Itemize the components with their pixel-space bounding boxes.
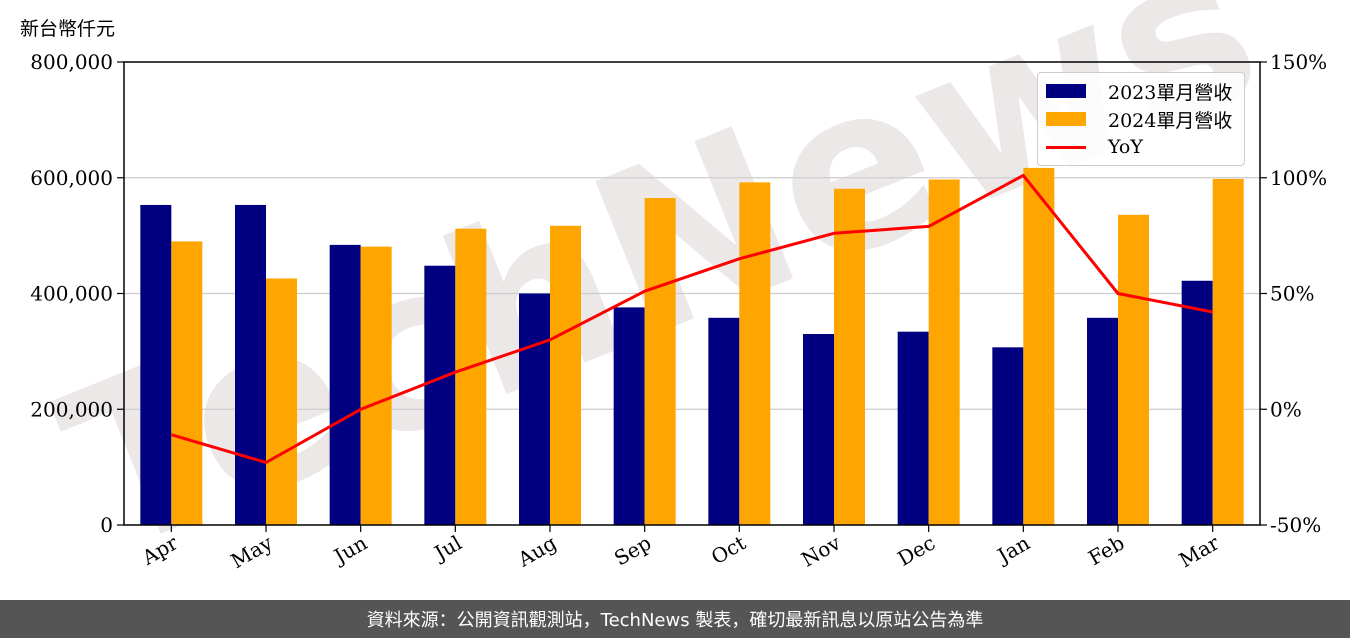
x-tick-label: Mar [1175, 530, 1224, 572]
y2-tick-label: 0% [1270, 397, 1302, 421]
y-tick-label: 800,000 [30, 50, 113, 74]
bar-2023 [1087, 317, 1118, 525]
y-axis-title: 新台幣仟元 [20, 18, 116, 40]
yoy-line [170, 173, 1213, 464]
bar-2023 [897, 331, 929, 525]
bar-2024 [1023, 167, 1055, 525]
axes [117, 61, 1267, 532]
yoy-line-layer [170, 173, 1213, 464]
bar-2023 [235, 204, 266, 526]
legend-line-yoy [1046, 145, 1086, 149]
x-tick-label: Jun [328, 530, 371, 569]
x-tick-label: Aug [513, 530, 561, 571]
y-tick-label: 200,000 [30, 397, 113, 421]
y-tick-label: 0 [100, 513, 113, 537]
bar-2023 [424, 265, 456, 525]
y-tick-label: 600,000 [30, 166, 113, 190]
bar-2023 [519, 293, 550, 525]
legend-item-yoy: YoY [1046, 135, 1143, 159]
y2-tick-label: 50% [1270, 282, 1314, 306]
bar-2024 [1212, 178, 1244, 525]
legend-label-2023: 2023單月營收 [1108, 81, 1233, 104]
bar-2024 [928, 179, 960, 525]
x-tick-label: Feb [1084, 531, 1128, 570]
bar-2023 [803, 334, 834, 525]
y2-tick-label: 150% [1270, 50, 1327, 74]
x-tick-label: Jul [428, 531, 465, 566]
bar-2024 [1118, 214, 1149, 526]
x-tick-label: Nov [797, 530, 845, 572]
y2-tick-label: -50% [1270, 513, 1321, 537]
legend-label-2024: 2024單月營收 [1108, 109, 1233, 132]
bar-2024 [360, 246, 392, 525]
bar-2024 [834, 188, 865, 525]
bar-2023 [992, 347, 1024, 525]
bar-2023 [708, 317, 740, 525]
legend-swatch-2023 [1046, 84, 1086, 98]
source-text: 資料來源：公開資訊觀測站，TechNews 製表，確切最新訊息以原站公告為準 [366, 610, 984, 631]
bar-2024 [550, 225, 581, 525]
legend: 2023單月營收 2024單月營收 YoY [1037, 72, 1245, 166]
x-tick-label: Dec [893, 531, 939, 571]
bar-2024 [266, 278, 297, 525]
bar-2023 [613, 307, 645, 525]
bar-2024 [171, 241, 203, 525]
legend-item-2023: 2023單月營收 [1046, 79, 1233, 104]
plot-frame [123, 61, 1261, 526]
bar-2023 [1181, 280, 1213, 525]
legend-label-yoy: YoY [1108, 136, 1143, 158]
source-footer: 資料來源：公開資訊觀測站，TechNews 製表，確切最新訊息以原站公告為準 [0, 600, 1350, 638]
x-tick-label: Jan [992, 530, 1034, 568]
bar-2024 [455, 228, 487, 525]
x-tick-label: Oct [707, 531, 750, 570]
bars [140, 167, 1244, 526]
bar-2023 [140, 204, 172, 526]
y2-tick-label: 100% [1270, 166, 1327, 190]
legend-item-2024: 2024單月營收 [1046, 107, 1233, 132]
bar-2023 [329, 244, 361, 525]
bar-2024 [739, 182, 771, 525]
y-tick-label: 400,000 [30, 282, 113, 306]
x-tick-label: Sep [610, 531, 655, 571]
bar-2024 [644, 198, 676, 525]
legend-swatch-2024 [1046, 112, 1086, 126]
gridlines [124, 177, 1260, 410]
